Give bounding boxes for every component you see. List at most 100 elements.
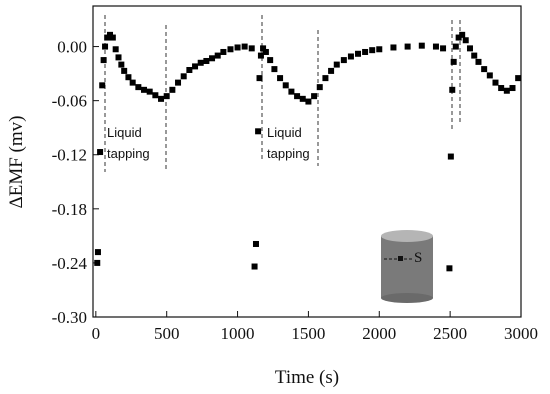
point bbox=[450, 58, 457, 65]
point bbox=[475, 58, 482, 65]
point bbox=[169, 86, 176, 93]
point bbox=[418, 42, 425, 49]
point bbox=[316, 84, 323, 91]
point bbox=[197, 59, 204, 66]
point bbox=[260, 45, 267, 52]
inset-label: S bbox=[414, 250, 422, 266]
point bbox=[322, 75, 329, 82]
point bbox=[248, 45, 255, 52]
y-tick-label: -0.12 bbox=[52, 146, 87, 165]
point bbox=[294, 93, 301, 100]
point bbox=[227, 46, 234, 53]
point bbox=[99, 82, 106, 89]
point bbox=[180, 73, 187, 80]
point bbox=[452, 43, 459, 50]
point bbox=[305, 98, 312, 105]
point bbox=[362, 48, 369, 55]
point bbox=[255, 128, 262, 135]
point bbox=[100, 57, 107, 64]
point bbox=[135, 84, 142, 91]
point bbox=[449, 86, 456, 93]
x-tick-label: 1000 bbox=[221, 324, 255, 343]
point bbox=[277, 75, 284, 82]
point bbox=[146, 88, 153, 95]
point bbox=[509, 85, 516, 92]
point bbox=[102, 43, 109, 50]
point bbox=[462, 37, 469, 44]
point bbox=[115, 54, 122, 61]
cylinder-body bbox=[381, 236, 433, 298]
cylinder-top bbox=[381, 230, 433, 242]
x-tick-label: 3000 bbox=[504, 324, 538, 343]
point bbox=[446, 265, 453, 272]
point bbox=[466, 45, 473, 52]
point bbox=[94, 259, 101, 266]
point bbox=[118, 61, 125, 68]
point bbox=[486, 72, 493, 79]
point bbox=[234, 44, 241, 51]
point bbox=[257, 52, 264, 59]
x-axis-label: Time (s) bbox=[275, 367, 339, 388]
point bbox=[192, 63, 199, 70]
point bbox=[97, 149, 104, 156]
point bbox=[471, 52, 478, 59]
point bbox=[112, 46, 119, 53]
point bbox=[121, 67, 128, 74]
point bbox=[252, 240, 259, 247]
point bbox=[163, 93, 170, 100]
point bbox=[209, 55, 216, 62]
point bbox=[347, 53, 354, 60]
cylinder-bottom bbox=[381, 293, 433, 303]
point bbox=[498, 85, 505, 92]
point bbox=[333, 61, 340, 68]
inset-sensor bbox=[398, 256, 403, 261]
point bbox=[186, 67, 193, 74]
x-tick-label: 0 bbox=[92, 324, 101, 343]
point bbox=[515, 75, 522, 82]
y-tick-label: -0.30 bbox=[52, 308, 87, 327]
x-tick-label: 1500 bbox=[291, 324, 325, 343]
point bbox=[404, 43, 411, 50]
point bbox=[390, 44, 397, 51]
x-tick-label: 2500 bbox=[433, 324, 467, 343]
point bbox=[328, 67, 335, 74]
point bbox=[256, 75, 263, 82]
annotation: Liquid bbox=[107, 125, 142, 140]
point bbox=[282, 82, 289, 89]
point bbox=[340, 57, 347, 64]
point bbox=[129, 79, 136, 86]
point bbox=[241, 43, 248, 50]
point bbox=[125, 74, 132, 81]
point bbox=[220, 48, 227, 55]
point bbox=[481, 66, 488, 73]
point bbox=[214, 52, 221, 59]
point bbox=[94, 249, 101, 256]
point bbox=[158, 95, 165, 102]
point bbox=[440, 45, 447, 52]
point bbox=[271, 66, 278, 73]
point bbox=[376, 46, 383, 53]
point bbox=[251, 263, 258, 270]
point bbox=[455, 34, 462, 41]
point bbox=[267, 57, 274, 64]
point bbox=[141, 86, 148, 93]
point bbox=[262, 48, 269, 55]
point bbox=[175, 79, 182, 86]
point bbox=[447, 153, 454, 160]
point bbox=[503, 87, 510, 94]
y-tick-label: -0.18 bbox=[52, 200, 87, 219]
annotation: Liquid bbox=[267, 125, 302, 140]
point bbox=[203, 57, 210, 64]
inset: S bbox=[381, 230, 433, 303]
y-tick-label: -0.24 bbox=[52, 254, 88, 273]
point bbox=[492, 79, 499, 86]
plot-frame bbox=[92, 5, 522, 318]
point bbox=[311, 93, 318, 100]
point bbox=[152, 92, 159, 99]
x-tick-label: 500 bbox=[154, 324, 180, 343]
point bbox=[432, 43, 439, 50]
y-axis-label: ΔEMF (mv) bbox=[6, 116, 27, 209]
point bbox=[355, 50, 362, 57]
point bbox=[288, 88, 295, 95]
